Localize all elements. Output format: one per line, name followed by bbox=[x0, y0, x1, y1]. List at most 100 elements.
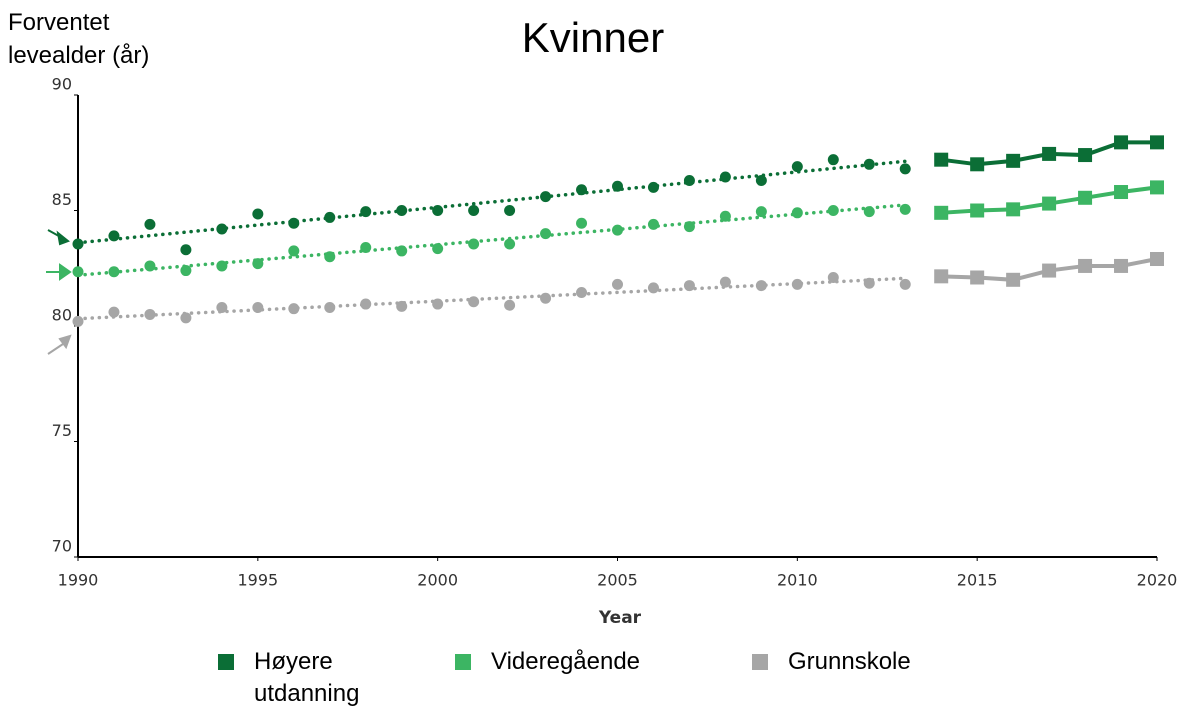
data-point bbox=[827, 205, 839, 216]
data-point bbox=[576, 287, 588, 299]
projection-point bbox=[1006, 202, 1021, 217]
data-point bbox=[288, 303, 300, 315]
projection-point bbox=[1150, 180, 1164, 195]
legend-swatch bbox=[455, 654, 471, 670]
arrow bbox=[47, 229, 70, 246]
data-point bbox=[396, 205, 408, 216]
y-tick-label: 75 bbox=[52, 421, 72, 440]
data-point bbox=[899, 163, 911, 175]
projection-point bbox=[1042, 146, 1057, 161]
arrow bbox=[47, 334, 72, 355]
x-tick-label: 2020 bbox=[1137, 571, 1178, 590]
legend-item: Høyere utdanning bbox=[218, 646, 360, 710]
projection-point bbox=[934, 205, 949, 220]
y-tick-label: 85 bbox=[52, 190, 72, 209]
data-point bbox=[576, 217, 588, 229]
data-point bbox=[144, 308, 156, 320]
x-tick-label: 2010 bbox=[777, 571, 818, 590]
data-point bbox=[288, 245, 300, 257]
data-point bbox=[108, 230, 120, 242]
data-point bbox=[755, 206, 767, 218]
data-point bbox=[360, 241, 372, 253]
data-point bbox=[360, 206, 372, 218]
data-point bbox=[432, 205, 444, 216]
data-point bbox=[324, 211, 336, 223]
y-tick-label: 70 bbox=[52, 537, 72, 556]
start-arrows bbox=[46, 229, 72, 355]
data-point bbox=[683, 280, 695, 292]
projection-point bbox=[934, 152, 949, 167]
projection-point bbox=[1150, 135, 1164, 150]
data-point bbox=[863, 277, 875, 289]
legend-swatch bbox=[218, 654, 234, 670]
legend-swatch bbox=[752, 654, 768, 670]
data-point bbox=[180, 265, 192, 277]
y-tick-label: 80 bbox=[52, 306, 72, 325]
data-point bbox=[540, 228, 552, 240]
projection-point bbox=[1006, 153, 1021, 168]
projection-point bbox=[970, 270, 985, 285]
data-point bbox=[791, 207, 803, 219]
data-point bbox=[432, 298, 444, 310]
data-point bbox=[72, 238, 84, 250]
chart-title: Kvinner bbox=[521, 14, 665, 61]
data-point bbox=[719, 276, 731, 288]
projection-point bbox=[1114, 185, 1129, 200]
trend-line bbox=[76, 276, 907, 321]
data-point bbox=[827, 154, 839, 166]
data-point bbox=[647, 218, 659, 230]
data-point bbox=[504, 299, 516, 311]
data-point bbox=[72, 266, 84, 278]
data-point bbox=[216, 223, 228, 235]
trend-line bbox=[76, 203, 907, 277]
x-tick-label: 2015 bbox=[957, 571, 998, 590]
legend-label: Høyere utdanning bbox=[254, 648, 360, 707]
data-point bbox=[252, 208, 264, 220]
projection-point bbox=[1042, 263, 1057, 278]
data-point bbox=[719, 171, 731, 183]
data-point bbox=[468, 238, 480, 250]
data-point bbox=[504, 205, 516, 216]
data-point bbox=[755, 280, 767, 292]
trend-line bbox=[76, 159, 907, 245]
legend-label: Grunnskole bbox=[788, 648, 911, 675]
x-tick-label: 1995 bbox=[237, 571, 278, 590]
x-tick-label: 2005 bbox=[597, 571, 638, 590]
arrow bbox=[46, 263, 72, 281]
data-point bbox=[144, 260, 156, 272]
data-point bbox=[719, 210, 731, 222]
data-point bbox=[683, 221, 695, 233]
data-point bbox=[360, 298, 372, 310]
projection-point bbox=[934, 269, 949, 284]
data-point bbox=[647, 181, 659, 193]
data-point bbox=[863, 158, 875, 170]
data-point bbox=[72, 315, 84, 327]
data-point bbox=[288, 217, 300, 229]
data-point bbox=[252, 302, 264, 314]
projection-point bbox=[1078, 190, 1093, 205]
y-axis-label: Forventet levealder (år) bbox=[8, 9, 150, 69]
data-point bbox=[540, 191, 552, 203]
data-point bbox=[396, 300, 408, 312]
projection-point bbox=[1150, 252, 1164, 267]
data-point bbox=[827, 271, 839, 283]
projection-point bbox=[1114, 258, 1129, 273]
data-point bbox=[108, 266, 120, 278]
data-point bbox=[144, 218, 156, 230]
data-point bbox=[180, 312, 192, 324]
x-tick-label: 2000 bbox=[417, 571, 458, 590]
data-point bbox=[468, 296, 480, 308]
data-point bbox=[791, 161, 803, 173]
data-point bbox=[612, 278, 623, 290]
legend-label: Videregående bbox=[491, 648, 641, 675]
projection-point bbox=[1042, 196, 1057, 211]
data-point bbox=[612, 180, 623, 192]
data-point bbox=[647, 282, 659, 294]
legend-item: Videregående bbox=[455, 646, 715, 678]
data-point bbox=[612, 224, 623, 236]
data-point bbox=[863, 206, 875, 218]
data-point bbox=[899, 278, 911, 290]
data-point bbox=[432, 243, 444, 255]
